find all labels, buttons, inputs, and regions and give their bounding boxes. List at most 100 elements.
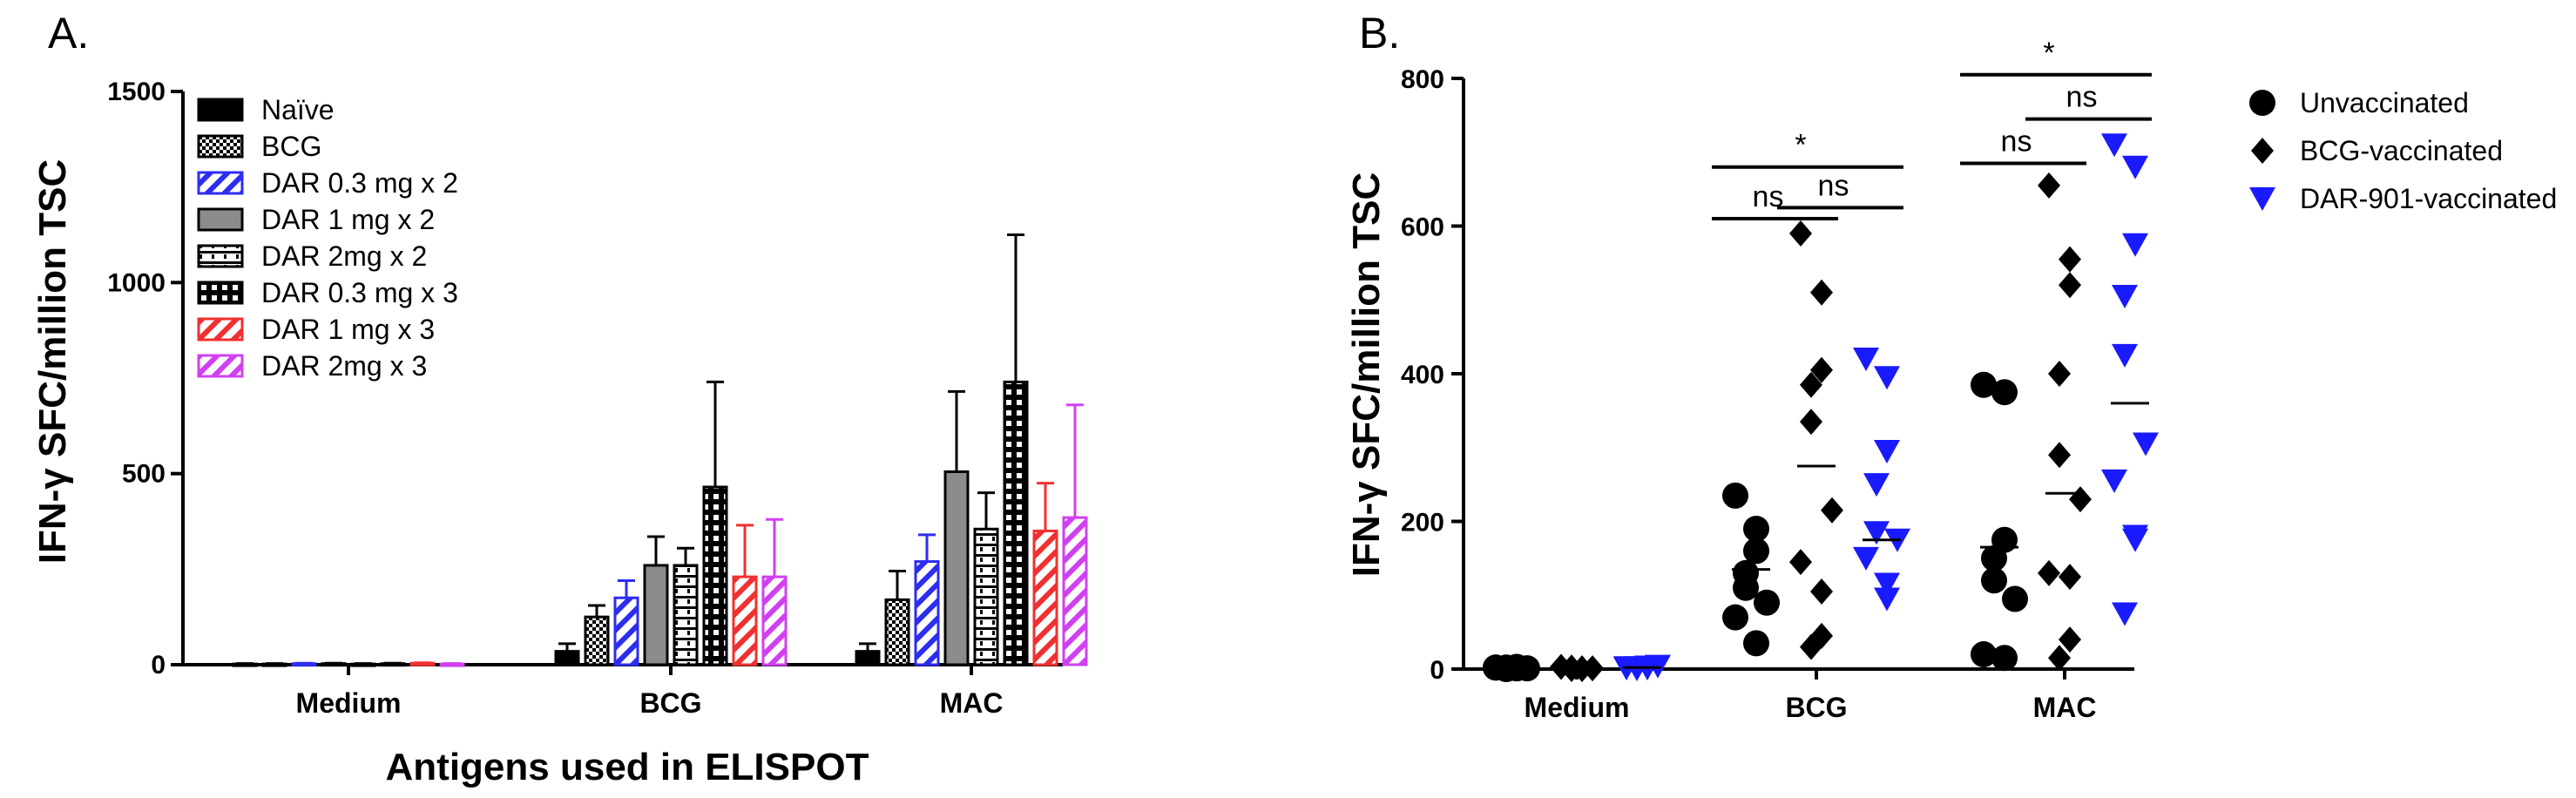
legend-label: DAR 2mg x 3 — [261, 350, 427, 382]
panel-a-legend: Naïve BCG DAR 0.3 mg x 2 DAR 1 mg x 2 DAR 2m… — [197, 94, 458, 382]
point-diamond — [1800, 409, 1822, 436]
point-triangle — [1863, 521, 1890, 545]
point-diamond — [2048, 645, 2071, 672]
legend-swatch — [197, 171, 244, 195]
legend-swatch — [197, 354, 244, 378]
panel-a-y-axis-title: IFN-γ SFC/million TSC — [31, 159, 74, 564]
point-diamond — [1810, 356, 1833, 383]
point-diamond — [2048, 442, 2071, 469]
legend-marker — [2249, 90, 2275, 116]
point-triangle — [2101, 469, 2127, 493]
legend-swatch — [197, 281, 244, 305]
panel-a-bars — [232, 233, 1088, 667]
point-diamond — [1560, 656, 1583, 682]
point-diamond — [1800, 371, 1822, 398]
point-circle — [1743, 538, 1769, 565]
significance-label: ns — [1818, 169, 1849, 202]
legend-marker — [2251, 138, 2274, 164]
point-diamond — [1789, 549, 1812, 576]
point-triangle — [2122, 233, 2148, 257]
point-circle — [1981, 544, 2007, 571]
point-triangle — [2112, 602, 2138, 626]
legend-label: DAR 0.3 mg x 3 — [261, 277, 458, 308]
bar — [1003, 380, 1029, 666]
point-diamond — [2038, 172, 2060, 199]
legend-swatch — [197, 207, 244, 232]
bar — [943, 470, 970, 666]
legend-label: BCG — [261, 131, 321, 162]
point-circle — [1733, 574, 1759, 601]
x-category-label: Medium — [296, 687, 402, 719]
y-tick-label: 1500 — [107, 78, 166, 106]
point-triangle — [1874, 439, 1900, 463]
point-diamond — [1821, 497, 1843, 524]
point-diamond — [1789, 220, 1812, 247]
point-triangle — [2112, 285, 2138, 309]
bar — [673, 564, 699, 666]
x-category-label: MAC — [940, 687, 1004, 719]
bar — [732, 575, 758, 666]
point-triangle — [2133, 432, 2159, 456]
point-triangle — [1874, 572, 1900, 597]
point-diamond — [2059, 246, 2081, 273]
bar — [643, 564, 669, 666]
point-triangle — [1853, 546, 1879, 571]
significance-label: * — [1795, 129, 1806, 162]
point-circle — [1743, 630, 1769, 657]
legend-label: DAR 1 mg x 2 — [261, 204, 435, 235]
legend-label: DAR 0.3 mg x 2 — [261, 167, 458, 199]
panel-b-legend: Unvaccinated BCG-vaccinated DAR-901-vaccin… — [2249, 87, 2557, 214]
legend-label: BCG-vaccinated — [2300, 135, 2503, 166]
x-category-label: Medium — [1525, 692, 1630, 723]
y-tick-label: 0 — [151, 651, 166, 680]
bar — [554, 650, 580, 666]
point-triangle — [2112, 343, 2138, 368]
legend-label: Unvaccinated — [2300, 87, 2469, 118]
y-tick-label: 800 — [1401, 65, 1444, 94]
point-triangle — [2122, 528, 2148, 552]
point-triangle — [1874, 587, 1900, 612]
bar — [884, 598, 910, 666]
point-diamond — [2059, 626, 2081, 653]
point-triangle — [2101, 133, 2127, 158]
point-circle — [1971, 641, 1997, 668]
point-circle — [1991, 379, 2018, 406]
legend-swatch — [197, 244, 244, 268]
point-circle — [1722, 482, 1748, 509]
y-tick-label: 1000 — [107, 268, 166, 297]
point-circle — [2002, 585, 2028, 612]
legend-label: DAR 1 mg x 3 — [261, 314, 435, 345]
point-diamond — [2059, 272, 2081, 299]
point-circle — [1754, 589, 1780, 616]
bar — [1062, 516, 1088, 666]
legend-swatch — [197, 98, 244, 122]
panel-a-label: A. — [48, 9, 89, 57]
panel-a-x-axis-title: Antigens used in ELISPOT — [386, 746, 869, 788]
x-category-label: MAC — [2033, 692, 2097, 723]
y-tick-label: 0 — [1430, 656, 1444, 685]
legend-swatch — [197, 134, 244, 159]
y-tick-label: 400 — [1401, 361, 1444, 389]
y-tick-label: 500 — [122, 460, 166, 489]
point-circle — [1722, 604, 1748, 631]
x-category-label: BCG — [639, 687, 701, 719]
point-triangle — [1863, 473, 1890, 497]
legend-label: DAR 2mg x 2 — [261, 240, 427, 272]
point-diamond — [1800, 633, 1822, 660]
bar — [973, 527, 999, 666]
legend-label: Naïve — [261, 94, 335, 125]
point-circle — [1981, 567, 2007, 594]
y-tick-label: 600 — [1401, 213, 1444, 242]
significance-label: ns — [2066, 81, 2098, 114]
point-circle — [1743, 515, 1769, 542]
panel-b-label: B. — [1359, 9, 1400, 57]
legend-swatch — [197, 317, 244, 342]
panel-b: B. IFN-γ SFC/million TSC 0 200 400 600 800 Me… — [1345, 9, 2557, 723]
legend-marker — [2249, 187, 2275, 211]
point-circle — [1971, 371, 1997, 398]
bar — [914, 560, 940, 666]
point-diamond — [2048, 361, 2071, 387]
significance-label: * — [2043, 37, 2054, 70]
panel-a: A. IFN-γ SFC/million TSC Antigens used i… — [31, 9, 1088, 788]
